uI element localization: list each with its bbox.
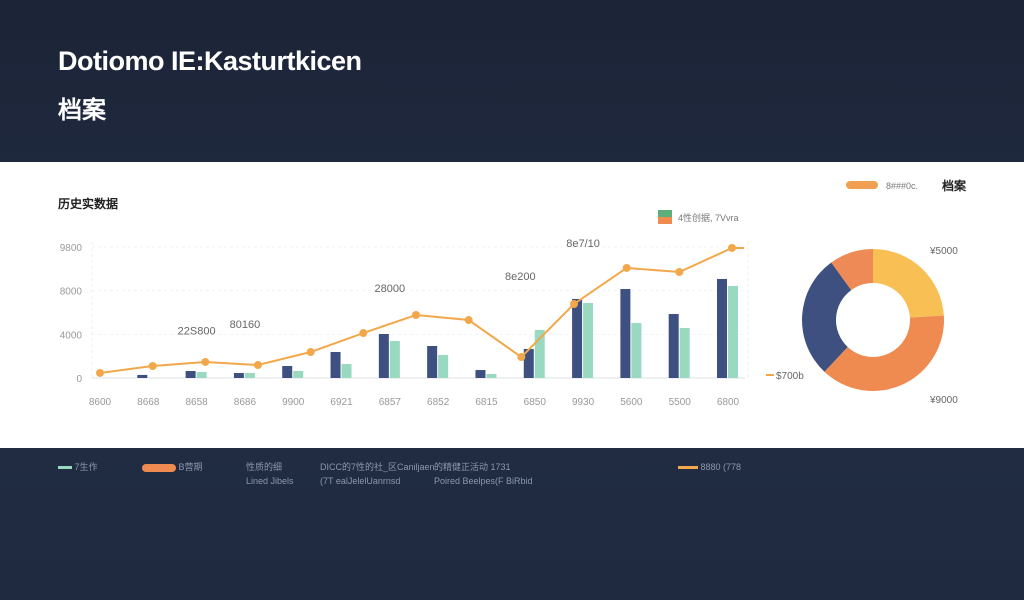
pie-slice xyxy=(831,249,873,291)
line-series xyxy=(99,246,744,374)
bar-green xyxy=(293,371,304,378)
x-tick-label: 6852 xyxy=(427,397,450,408)
bar-navy xyxy=(427,346,438,378)
pie-slice xyxy=(802,262,852,372)
bar-navy xyxy=(572,298,583,378)
bar-green xyxy=(728,285,738,378)
footer-text: 的精健正活动 1731 xyxy=(434,462,511,472)
bar-navy xyxy=(668,314,679,378)
x-tick-label: 6815 xyxy=(475,397,498,408)
line-point xyxy=(306,348,315,357)
footer-item-2: B营期 xyxy=(178,462,203,472)
bar-chart-title: 历史实数据 xyxy=(58,196,118,211)
line-point xyxy=(148,361,157,370)
x-tick-label: 6850 xyxy=(524,397,547,408)
bar-green xyxy=(534,329,545,378)
bar-green xyxy=(679,328,690,378)
pie-slice xyxy=(824,315,944,391)
footer-item-right: 8880 (778 xyxy=(700,462,742,472)
y-tick-label: 0 xyxy=(76,374,82,385)
bar-navy xyxy=(282,365,293,378)
footer-swatch-2 xyxy=(142,463,176,472)
bar-navy xyxy=(523,348,534,378)
x-tick-label: 6921 xyxy=(330,397,353,408)
footer-text: Lined Jibels xyxy=(246,476,294,486)
bar-navy xyxy=(378,334,389,378)
line-point xyxy=(728,243,736,252)
annotation: 22S800 xyxy=(178,325,216,337)
bar-green xyxy=(631,322,642,378)
bar-green xyxy=(341,364,352,378)
legend-swatch-green xyxy=(658,210,672,217)
footer-swatch-1 xyxy=(58,466,72,470)
bar-green xyxy=(196,371,207,378)
bar-green xyxy=(438,354,449,378)
footer-text: DICC的7性的社_区Caniljaen xyxy=(320,462,435,472)
footer-text: Poired Beelpes(F BiRbid xyxy=(434,476,533,486)
pie-label-1: ¥5000 xyxy=(929,246,958,257)
x-tick-label: 6800 xyxy=(717,397,740,408)
x-tick-label: 8658 xyxy=(185,397,208,408)
bar-green xyxy=(244,372,255,378)
annotation: 8e7/10 xyxy=(566,238,600,250)
pie-label-3: $700b xyxy=(776,371,804,382)
app-title: Dotiomo IE:Kasturtkicen xyxy=(58,46,362,76)
chart-panel: 历史实数据 4性创据, 7Vvra 0 4000 8000 9800 8600 8668 8… xyxy=(0,162,1024,448)
x-tick-label: 9930 xyxy=(572,397,595,408)
legend-swatch-orange xyxy=(658,217,672,224)
footer-text: 性质的细 xyxy=(246,462,283,472)
bar-green xyxy=(583,303,594,378)
x-tick-label: 6857 xyxy=(379,397,402,408)
y-tick-label: 8000 xyxy=(60,287,83,298)
app-subtitle: 档案 xyxy=(58,97,106,124)
pie-label-2: ¥9000 xyxy=(929,395,958,406)
y-tick-label: 9800 xyxy=(60,243,83,254)
line-point xyxy=(464,316,473,325)
line-point xyxy=(622,263,631,272)
pie-legend: 8###0c. 档案 xyxy=(846,178,967,193)
line-point xyxy=(675,267,684,276)
annotation: 8e200 xyxy=(505,271,536,283)
line-point xyxy=(570,299,578,308)
bar-navy xyxy=(620,289,631,378)
bar-navy xyxy=(717,278,727,378)
bar-navy xyxy=(330,352,341,378)
pie-slice xyxy=(873,249,944,318)
x-tick-label: 9900 xyxy=(282,397,305,408)
line-point xyxy=(201,357,210,366)
bar-navy xyxy=(475,370,486,378)
bar-chart-legend: 4性创据, 7Vvra xyxy=(658,210,739,224)
annotation: 28000 xyxy=(375,283,406,295)
x-tick-label: 5600 xyxy=(620,397,643,408)
legend-label: 4性创据, 7Vvra xyxy=(678,212,739,223)
bar-green xyxy=(486,373,497,378)
y-tick-label: 4000 xyxy=(60,330,83,341)
x-tick-label: 8668 xyxy=(137,397,160,408)
line-point xyxy=(254,361,262,370)
charts-svg: 历史实数据 4性创据, 7Vvra 0 4000 8000 9800 8600 8668 8… xyxy=(58,178,967,408)
x-tick-label: 8686 xyxy=(234,397,257,408)
bar-navy xyxy=(185,371,196,378)
pie-legend-label: 8###0c. xyxy=(886,181,918,191)
line-point xyxy=(359,329,368,338)
footer-item-1: 7生作 xyxy=(74,462,98,472)
line-point xyxy=(412,311,420,320)
footer-swatch-3 xyxy=(678,466,698,470)
line-point xyxy=(96,368,104,377)
bar-navy xyxy=(233,372,244,378)
footer-text: (7T ealJelelUanrnsd xyxy=(320,476,401,486)
bar-navy xyxy=(137,374,148,378)
line-point xyxy=(517,353,526,362)
x-tick-label: 5500 xyxy=(669,397,692,408)
bar-green xyxy=(389,340,400,378)
x-tick-label: 8600 xyxy=(89,397,112,408)
pie-legend-title: 档案 xyxy=(942,178,967,193)
pie-legend-swatch xyxy=(846,181,878,189)
annotation: 80160 xyxy=(230,319,261,331)
